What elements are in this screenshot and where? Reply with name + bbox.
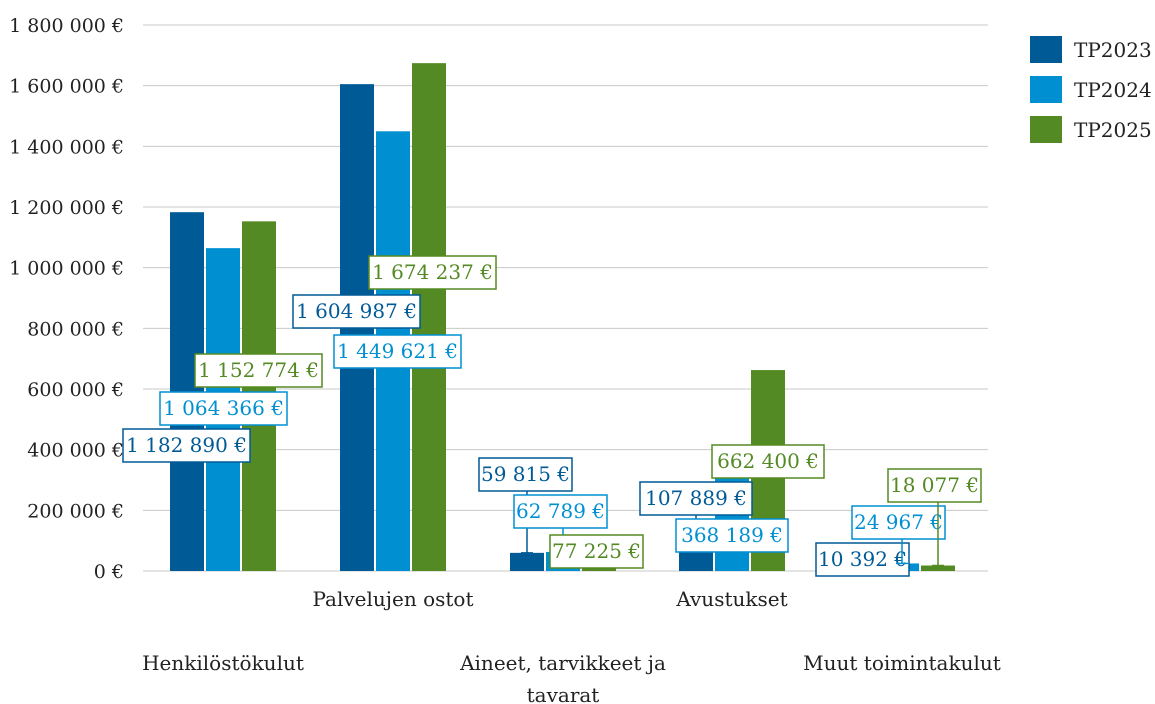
legend: TP2023 TP2024 TP2025 — [1030, 36, 1152, 143]
data-label-text: 1 449 621 € — [337, 339, 458, 363]
y-tick-label: 1 200 000 € — [9, 197, 124, 219]
y-tick-label: 200 000 € — [27, 500, 124, 522]
y-tick-label: 400 000 € — [27, 440, 124, 462]
bar — [510, 552, 544, 571]
data-labels: 1 182 890 € 1 604 987 € 59 815 € 107 889 € 1… — [122, 255, 982, 577]
y-tick-label: 1 800 000 € — [9, 15, 124, 37]
data-label-text: 59 815 € — [481, 462, 570, 486]
data-label: 107 889 € — [639, 481, 753, 540]
data-label: 1 182 890 € — [122, 428, 251, 463]
category-label: Palvelujen ostot — [313, 587, 474, 611]
data-label: 18 077 € — [887, 468, 982, 567]
data-label-text: 662 400 € — [717, 449, 819, 473]
legend-item: TP2023 — [1030, 36, 1152, 63]
category-label: Avustukset — [675, 587, 787, 611]
legend-swatch — [1030, 116, 1062, 143]
data-label: 1 604 987 € — [292, 294, 421, 329]
legend-label: TP2025 — [1074, 118, 1152, 142]
y-tick-label: 0 € — [94, 561, 124, 583]
legend-swatch — [1030, 36, 1062, 63]
category-labels: Henkilöstökulut Palvelujen ostot Aineet, t… — [142, 587, 1001, 704]
data-label: 368 189 € — [675, 518, 789, 553]
data-label-text: 368 189 € — [681, 523, 783, 547]
data-label-text: 1 674 237 € — [372, 260, 493, 284]
gridlines — [143, 24, 988, 572]
data-label-text: 24 967 € — [854, 510, 943, 534]
y-tick-label: 1 000 000 € — [9, 258, 124, 280]
y-tick-label: 1 600 000 € — [9, 76, 124, 98]
category-label: Henkilöstökulut — [142, 651, 304, 675]
bar — [921, 565, 955, 571]
data-label-text: 18 077 € — [890, 473, 979, 497]
data-label-text: 107 889 € — [645, 486, 747, 510]
data-label: 62 789 € — [513, 494, 608, 553]
category-label: Muut toimintakulut — [803, 651, 1001, 675]
data-label-text: 10 392 € — [818, 547, 907, 571]
data-label: 10 392 € — [815, 542, 910, 577]
legend-label: TP2024 — [1074, 78, 1152, 102]
y-tick-label: 1 400 000 € — [9, 136, 124, 158]
data-label-text: 1 064 366 € — [163, 396, 284, 420]
legend-item: TP2024 — [1030, 76, 1152, 103]
data-label-text: 1 604 987 € — [296, 299, 417, 323]
data-label-text: 77 225 € — [552, 539, 641, 563]
y-tick-label: 800 000 € — [27, 318, 124, 340]
data-label-text: 62 789 € — [516, 499, 605, 523]
data-label: 1 064 366 € — [159, 391, 288, 426]
data-label: 1 449 621 € — [333, 334, 462, 369]
data-label: 77 225 € — [549, 534, 644, 569]
data-label: 662 400 € — [711, 444, 825, 479]
category-label: Aineet, tarvikkeet ja tavarat — [459, 651, 666, 704]
y-tick-label: 600 000 € — [27, 379, 124, 401]
data-label: 1 674 237 € — [368, 255, 497, 290]
legend-item: TP2025 — [1030, 116, 1152, 143]
data-label: 24 967 € — [851, 505, 946, 565]
legend-label: TP2023 — [1074, 38, 1152, 62]
data-label-text: 1 182 890 € — [126, 433, 247, 457]
data-label-text: 1 152 774 € — [198, 358, 319, 382]
data-label: 59 815 € — [478, 457, 573, 554]
legend-swatch — [1030, 76, 1062, 103]
y-axis-tick-labels: 0 € 200 000 € 400 000 € 600 000 € 800 000 € 1… — [9, 15, 124, 583]
data-label: 1 152 774 € — [194, 353, 323, 388]
